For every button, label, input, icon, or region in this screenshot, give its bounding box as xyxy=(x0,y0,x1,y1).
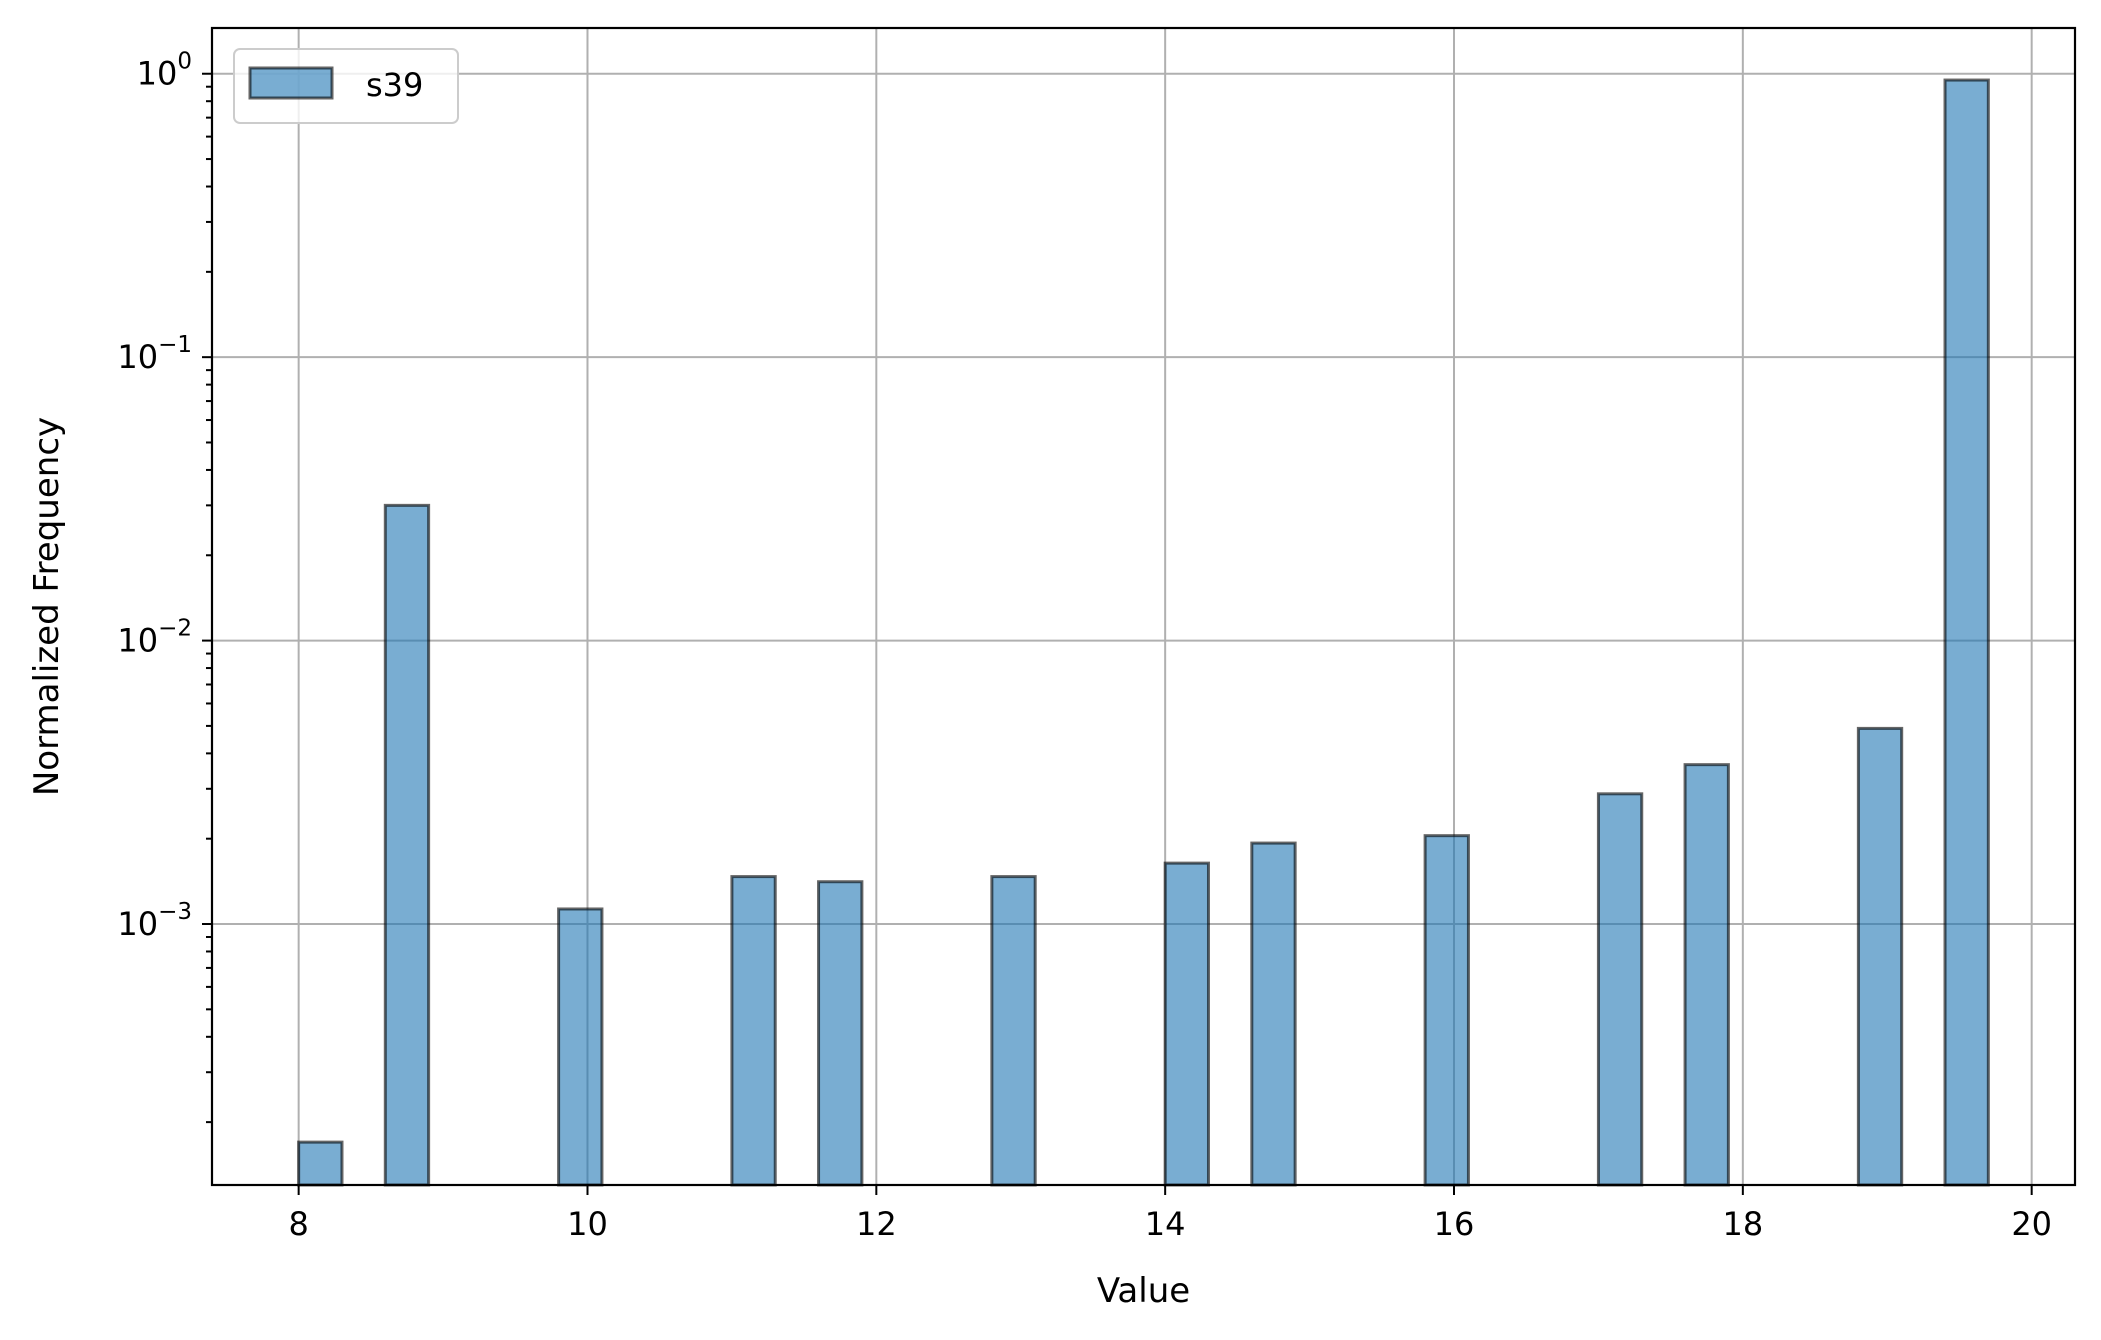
x-tick-label: 8 xyxy=(288,1205,308,1243)
y-axis-label: Normalized Frequency xyxy=(27,417,67,796)
y-tick-label: 10−3 xyxy=(117,899,192,943)
ticks: 8 10 12 14 16 18 20 100 10−1 10−2 10−3 xyxy=(117,49,2052,1243)
x-tick-label: 18 xyxy=(1722,1205,1763,1243)
histogram-bar xyxy=(297,1140,344,1187)
histogram-bar xyxy=(1943,78,1990,1187)
histogram-bar xyxy=(1163,861,1210,1187)
plot-area-frame xyxy=(210,26,2077,1187)
grid xyxy=(212,28,2075,1185)
x-tick-label: 12 xyxy=(856,1205,897,1243)
x-axis-label: Value xyxy=(1097,1271,1190,1311)
histogram-bar xyxy=(990,875,1037,1187)
x-tick-label: 10 xyxy=(567,1205,608,1243)
histogram-bar xyxy=(730,875,777,1187)
legend-swatch xyxy=(248,66,334,100)
histogram-bar xyxy=(1250,841,1297,1187)
histogram-bar xyxy=(817,880,864,1187)
y-tick-label: 100 xyxy=(137,49,192,93)
x-tick-label: 16 xyxy=(1434,1205,1475,1243)
legend: s39 xyxy=(233,48,459,124)
x-tick-label: 14 xyxy=(1145,1205,1186,1243)
histogram-bar xyxy=(1683,763,1730,1187)
x-tick-label: 20 xyxy=(2011,1205,2052,1243)
y-tick-label: 10−1 xyxy=(117,332,192,376)
bars xyxy=(297,78,1990,1187)
histogram-bar xyxy=(1423,834,1470,1187)
legend-label: s39 xyxy=(366,66,423,104)
histogram-bar xyxy=(1596,792,1644,1187)
histogram-bar xyxy=(557,907,604,1187)
y-tick-label: 10−2 xyxy=(117,616,192,660)
histogram-bar xyxy=(1856,726,1904,1187)
histogram-bar xyxy=(383,503,431,1187)
